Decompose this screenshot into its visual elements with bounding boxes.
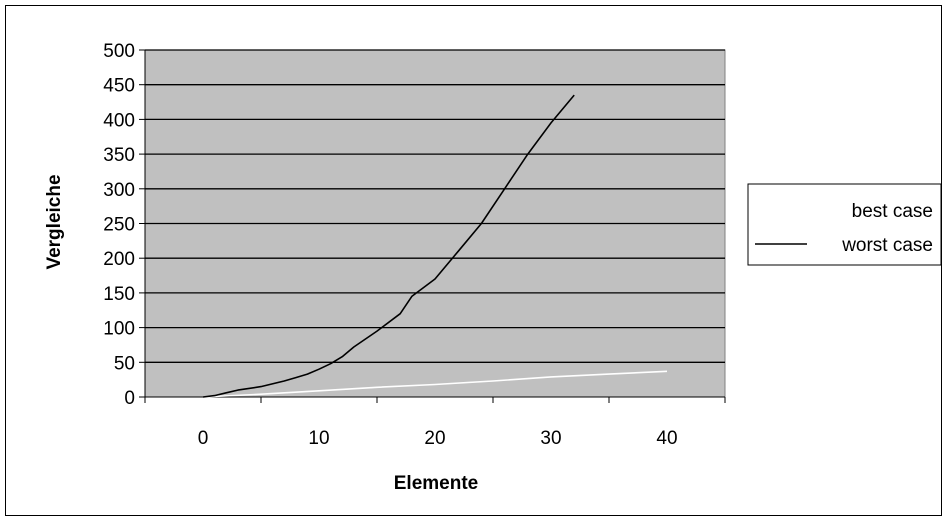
x-axis-ticks: 0 10 20 30 40 [144,397,726,449]
y-tick-label: 300 [103,180,135,201]
legend-box [747,183,942,266]
y-tick-label: 200 [103,249,135,270]
y-tick-label: 150 [103,284,135,305]
y-tick-label: 0 [124,388,135,409]
x-tick-label: 20 [424,428,445,449]
y-tick-label: 100 [103,319,135,340]
legend: best case worst case [747,183,942,266]
x-tick-label: 30 [540,428,561,449]
x-tick-label: 10 [308,428,329,449]
y-tick-label: 400 [103,110,135,131]
legend-label-1: best case [852,201,933,222]
y-tick-label: 500 [103,41,135,62]
x-tick-label: 40 [656,428,677,449]
series-line-2 [202,94,575,398]
y-tick-label: 450 [103,76,135,97]
series-line-1 [202,370,668,398]
gridlines [145,49,725,363]
y-tick-label: 350 [103,145,135,166]
y-axis-ticks: 0 50 100 150 200 250 300 350 400 450 500 [103,41,145,409]
y-tick-label: 50 [114,353,135,374]
legend-label-2: worst case [841,235,933,256]
y-tick-label: 250 [103,215,135,236]
series-lines [202,94,668,398]
x-axis-label: Elemente [394,473,478,494]
x-tick-label: 0 [198,428,209,449]
y-axis-label: Vergleiche [44,174,65,269]
